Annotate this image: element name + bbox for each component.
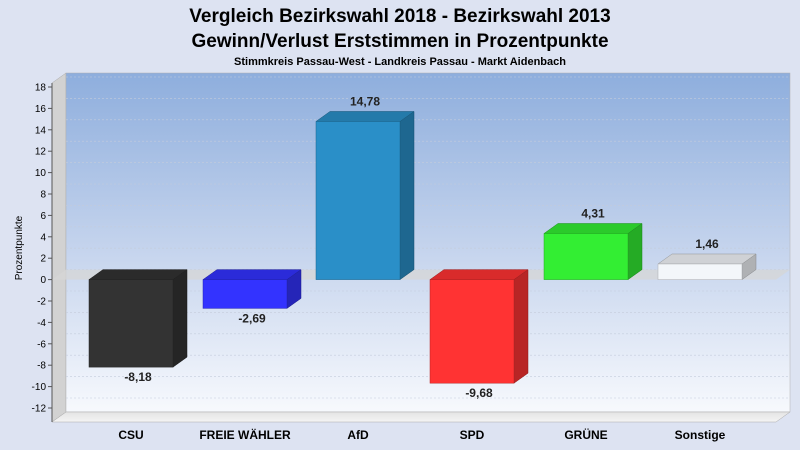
tick-label: -12 — [32, 404, 47, 415]
bar-front — [315, 121, 401, 280]
chart-caption: Stimmkreis Passau-West - Landkreis Passa… — [234, 56, 566, 68]
tick-label: 2 — [40, 254, 46, 265]
side-wall — [51, 72, 67, 423]
y-axis-label: Prozentpunkte — [14, 215, 25, 280]
tick-label: -10 — [32, 382, 47, 393]
value-label: 14,78 — [350, 94, 380, 108]
bar-front — [543, 233, 629, 280]
bar-top — [202, 269, 302, 280]
category-label: Sonstige — [675, 428, 726, 442]
category-labels: CSU FREIE WÄHLER AfD SPD GRÜNE Sonstige — [118, 427, 725, 442]
value-label: -9,68 — [465, 386, 493, 400]
chart-title: Vergleich Bezirkswahl 2018 - Bezirkswahl… — [189, 6, 610, 27]
tick-label: 4 — [40, 232, 46, 243]
bar-front — [429, 279, 515, 384]
bar-grüne — [543, 222, 643, 281]
value-label: 4,31 — [581, 206, 605, 220]
value-label: -8,18 — [124, 370, 152, 384]
category-label: AfD — [347, 428, 369, 442]
tick-label: 18 — [35, 83, 47, 94]
tick-label: -6 — [37, 339, 46, 350]
plot-area: 18 16 14 12 10 8 6 4 2 0 -2 -4 -6 -8 -10 -12 -8,18 -2,69… — [32, 72, 791, 442]
bars — [88, 110, 757, 384]
tick-label: -4 — [37, 318, 46, 329]
bar-side — [399, 110, 415, 281]
tick-label: 6 — [40, 211, 46, 222]
category-label: GRÜNE — [564, 427, 607, 442]
bar-top — [88, 269, 188, 280]
category-label: SPD — [460, 428, 485, 442]
bar-front — [202, 279, 288, 309]
chart-subtitle: Gewinn/Verlust Erststimmen in Prozentpun… — [191, 31, 608, 52]
bar-freie-wähler — [202, 269, 302, 309]
bar-top — [657, 253, 757, 265]
bar-csu — [88, 269, 188, 368]
bar-side — [172, 269, 188, 368]
tick-label: -8 — [37, 361, 46, 372]
tick-label: 0 — [40, 275, 46, 286]
bar-top — [429, 269, 529, 280]
tick-label: 12 — [35, 147, 47, 158]
tick-label: 16 — [35, 104, 47, 115]
bar-top — [315, 111, 415, 122]
value-label: 1,46 — [695, 237, 719, 251]
bar-afd — [315, 110, 415, 281]
bar-spd — [429, 269, 529, 384]
y-ticks: 18 16 14 12 10 8 6 4 2 0 -2 -4 -6 -8 -10 -12 — [32, 83, 52, 415]
tick-label: 10 — [35, 168, 47, 179]
floor — [51, 411, 791, 423]
bar-front — [88, 279, 174, 368]
tick-label: 14 — [35, 125, 47, 136]
category-label: CSU — [118, 428, 143, 442]
bar-side — [513, 269, 529, 384]
bar-sonstige — [657, 253, 757, 281]
bar-front — [657, 263, 743, 280]
value-labels: -8,18 -2,69 14,78 -9,68 4,31 1,46 — [124, 94, 719, 400]
tick-label: -2 — [37, 297, 46, 308]
tick-label: 8 — [40, 190, 46, 201]
bar-top — [543, 223, 643, 234]
category-label: FREIE WÄHLER — [199, 427, 291, 442]
value-label: -2,69 — [238, 311, 266, 325]
